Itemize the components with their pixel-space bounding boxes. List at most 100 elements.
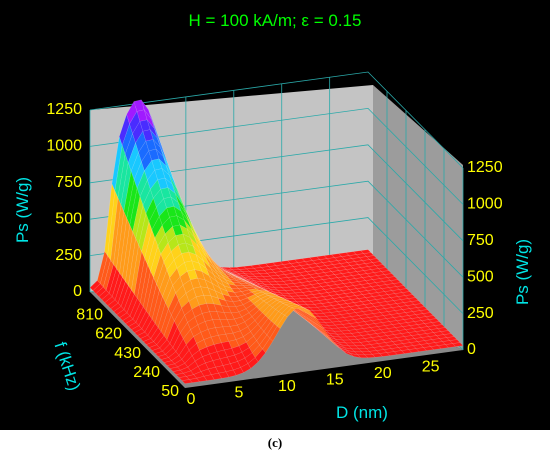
surface-patch [151,215,163,239]
surface-patch [113,306,125,315]
surface-patch [360,341,372,346]
surface-patch [175,284,187,301]
surface-patch [259,273,271,277]
surface-patch [200,252,211,269]
surface-patch [273,297,285,301]
surface-patch [133,161,145,189]
surface-patch [335,344,347,354]
surface-patch [263,320,275,336]
surface-patch [277,290,289,294]
surface-patch [153,331,165,346]
surface-patch [89,280,101,291]
d-tick-label: 0 [187,391,196,408]
surface-patch [246,335,257,348]
surface-patch [276,314,288,329]
surface-patch [255,284,267,290]
surface-patch [209,311,221,320]
z-tick-label-right: 1000 [467,196,503,213]
surface-patch [201,311,213,322]
z-tick-label-right: 750 [467,232,494,249]
surface-patch [247,283,258,287]
surface-patch [244,292,256,299]
surface-patch [185,213,196,235]
surface-patch [141,221,153,259]
surface-patch [199,346,210,357]
surface-patch [290,295,302,300]
surface-patch [226,318,238,327]
d-tick-label: 20 [374,365,392,382]
surface-patch [119,312,131,321]
surface-patch [266,323,278,339]
z-axis-label-right: Ps (W/g) [513,239,532,305]
surface-patch [250,278,262,282]
z-ticks-right: 0 250 500 750 1000 1250 [467,159,503,358]
surface-patch [104,296,116,306]
surface-patch [345,251,357,256]
surface-patch [210,267,222,281]
z-tick-label-left: 250 [55,247,82,264]
d-axis-label: D (nm) [336,403,388,422]
surface-patch [256,270,268,274]
surface-patch [166,363,178,369]
surface-patch [258,278,270,283]
d-tick-label: 5 [234,385,243,402]
surface-patch [363,252,375,257]
surface-patch [282,301,294,305]
surface-patch [162,216,173,235]
surface-patch [256,300,267,311]
surface-patch [147,169,158,190]
surface-patch [158,158,170,176]
surface-patch [275,281,287,285]
surface-patch [184,260,195,272]
figure-caption: (c) [267,435,283,450]
surface-patch [228,267,240,270]
surface-patch [125,318,137,327]
surface-patch [181,300,193,316]
d-tick-label: 25 [422,358,440,375]
plot-panel: 0 250 500 750 1000 1250 0 250 500 750 1000 1250 50… [0,0,550,430]
surface-patch [276,298,288,302]
z-tick-label-left: 750 [55,174,82,191]
surface-patch [253,267,265,272]
surface-patch [221,267,233,270]
z-ticks-left: 0 250 500 750 1000 1250 [46,101,82,300]
surface-patch [226,290,238,297]
surface-patch [196,376,208,382]
surface-patch [351,332,363,337]
surface-patch [95,286,107,297]
surface-patch [335,338,347,344]
surface-patch [370,343,382,348]
surface-patch [386,351,398,356]
z-tick-label-left: 0 [73,283,82,300]
surface-patch [237,273,249,277]
surface-patch [154,224,166,247]
surface-patch [179,322,191,340]
surface-patch [144,229,156,266]
surface-patch [312,293,324,298]
surface-patch [116,210,127,274]
surface-patch [221,341,232,351]
surface-patch [144,109,155,129]
surface-patch [162,343,174,355]
surface-patch [336,344,348,351]
surface-patch [195,254,207,269]
surface-patch [254,348,266,363]
grid-line-z [89,144,464,242]
surface-patch [225,369,237,378]
surface-patch [238,308,250,318]
f-tick-label: 240 [133,364,160,381]
surface-patch [110,302,122,312]
surface-patch [232,274,243,279]
surface-patch [178,344,190,360]
surface-patch [260,318,272,332]
z-tick-label-left: 500 [55,210,82,227]
grid-line-z [89,71,464,169]
surface-patch [117,154,129,206]
surface-patch [162,277,173,304]
z-tick-label-left: 1000 [46,138,82,155]
surface-patch [262,275,274,280]
surface-patch [149,283,160,320]
surface-patch [210,295,222,306]
surface-patch [163,156,174,181]
